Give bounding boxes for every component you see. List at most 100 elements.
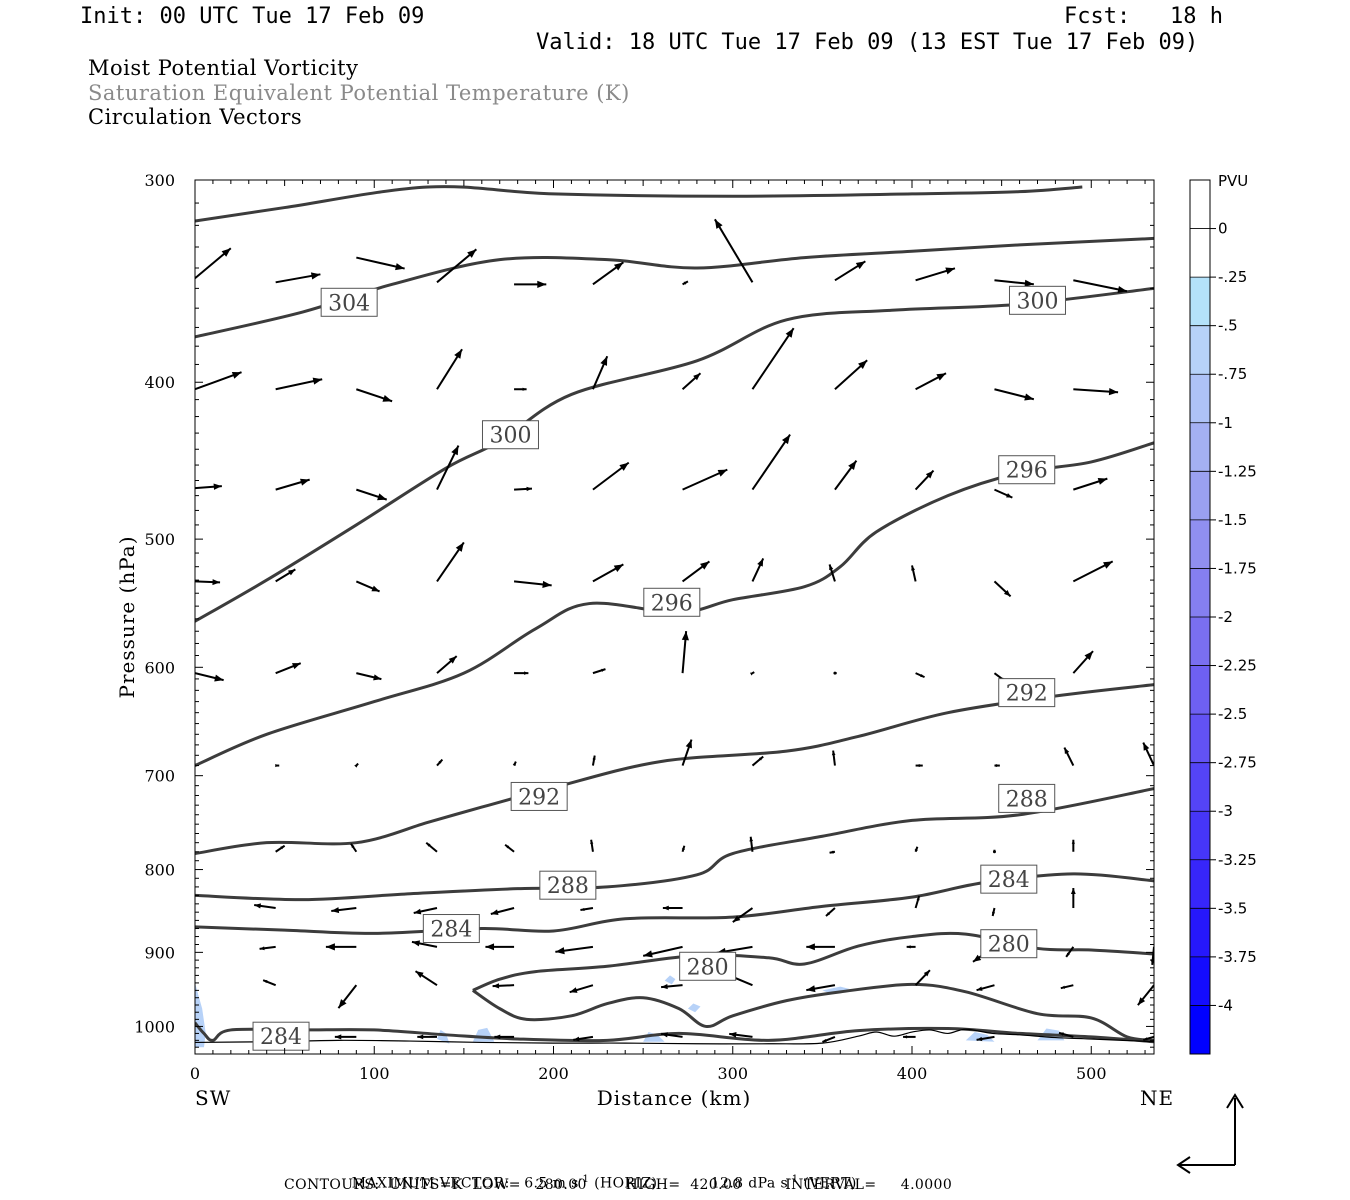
pv-shading-region [664,975,676,985]
circulation-vector [729,1032,753,1038]
circulation-vector [592,563,624,583]
max-horiz-exp: -1 [578,1174,590,1185]
circulation-vector [436,445,460,491]
svg-text:300: 300 [1016,289,1058,314]
circulation-vector [492,983,515,989]
reference-vector [1176,1093,1244,1174]
contour-label: 296 [643,587,701,617]
x-axis-label: Distance (km) [597,1086,752,1110]
circulation-vector [976,984,995,992]
circulation-vector [751,327,795,390]
circulation-vector [681,372,702,390]
circulation-vector [436,655,458,674]
x-tick-label: 200 [538,1064,569,1083]
circulation-vector [590,839,594,852]
circulation-vector [275,377,323,391]
max-vert-value: 12.8 dPa s [710,1175,789,1192]
colorbar-label: -1.25 [1218,462,1257,480]
circulation-vector [411,940,438,948]
circulation-vector [915,372,947,391]
circulation-vector [573,1035,594,1042]
colorbar-swatch [1190,1005,1210,1055]
y-tick-label: 700 [144,767,175,786]
circulation-vector [262,979,277,987]
circulation-vector [806,984,836,993]
circulation-vector [991,907,996,917]
circulation-vector [834,460,858,491]
svg-text:300: 300 [489,424,531,449]
svg-text:288: 288 [547,874,589,899]
circulation-vector [580,907,594,912]
circulation-vector [1072,560,1114,583]
colorbar-swatch [1190,471,1210,521]
circulation-vector [642,945,683,958]
colorbar-swatch [1190,277,1210,327]
circulation-vector [833,671,837,675]
colorbar-label: -3.25 [1218,851,1257,869]
x-tick-label: 300 [717,1064,748,1083]
isentrope-288 [195,787,1154,902]
colorbar-swatch [1190,568,1210,618]
circulation-vector [514,671,529,675]
max-vector-line: MAXIMUM VECTOR: 6.5 m s-1 (HORIZ) 12.8 d… [342,1158,857,1192]
svg-text:284: 284 [430,918,472,943]
x-tick-label: 100 [359,1064,390,1083]
circulation-vector [555,945,594,955]
circulation-vector [514,387,527,391]
colorbar-swatch [1190,374,1210,424]
circulation-vector [751,755,764,767]
circulation-vector [914,895,921,909]
plot-frame [194,179,1155,1055]
isentrope-280 [472,931,1154,992]
colorbar-label: -3.75 [1218,948,1257,966]
max-horiz-value: 6.5 m s [524,1175,579,1192]
circulation-vector [592,461,630,491]
circulation-vector [911,565,917,582]
circulation-vector [994,388,1035,401]
colorbar-swatch [1190,762,1210,812]
valid-time: Valid: 18 UTC Tue 17 Feb 09 (13 EST Tue … [536,30,1199,55]
circulation-vector [992,849,996,854]
circulation-vector [831,750,836,766]
circulation-vector [915,672,925,679]
y-axis-label: Pressure (hPa) [115,536,139,699]
colorbar-label: -.75 [1218,365,1247,383]
contour-label: 300 [481,420,539,450]
circulation-vector [915,763,923,768]
contour-label: 284 [252,1021,310,1051]
circulation-vector [681,845,686,853]
pv-shading-region [965,1032,995,1042]
y-tick-label: 900 [144,943,175,962]
colorbar-swatch [1190,180,1210,230]
circulation-vector [682,468,728,491]
colorbar-label: 0 [1218,220,1228,238]
colorbar-label: -2 [1218,608,1233,626]
circulation-vector [1073,477,1108,491]
circulation-vector [331,907,357,914]
colorbar-swatch [1190,422,1210,472]
circulation-vector [356,256,405,271]
circulation-vector [354,762,359,768]
circulation-vector [1142,742,1154,766]
svg-text:288: 288 [1006,787,1048,812]
svg-text:292: 292 [1006,682,1048,707]
circulation-vector [325,943,357,951]
circulation-vector [834,260,866,282]
circulation-vector [682,280,689,286]
circulation-vector [334,1034,357,1040]
colorbar-swatch [1190,665,1210,715]
y-tick-label: 1000 [134,1017,175,1036]
circulation-vector [355,580,380,593]
contours-info: CONTOURS: UNITS=K LOW= 280.00 HIGH= 420.… [284,1177,953,1193]
circulation-vector [254,903,276,910]
circulation-vector [749,836,754,852]
circulation-vector [356,388,393,403]
circulation-vector [512,761,517,766]
colorbar-swatch [1190,714,1210,764]
contour-label: 292 [510,781,568,811]
circulation-vector [514,486,533,492]
contour-label: 280 [679,951,737,981]
circulation-vector [337,984,358,1009]
svg-text:284: 284 [988,868,1030,893]
